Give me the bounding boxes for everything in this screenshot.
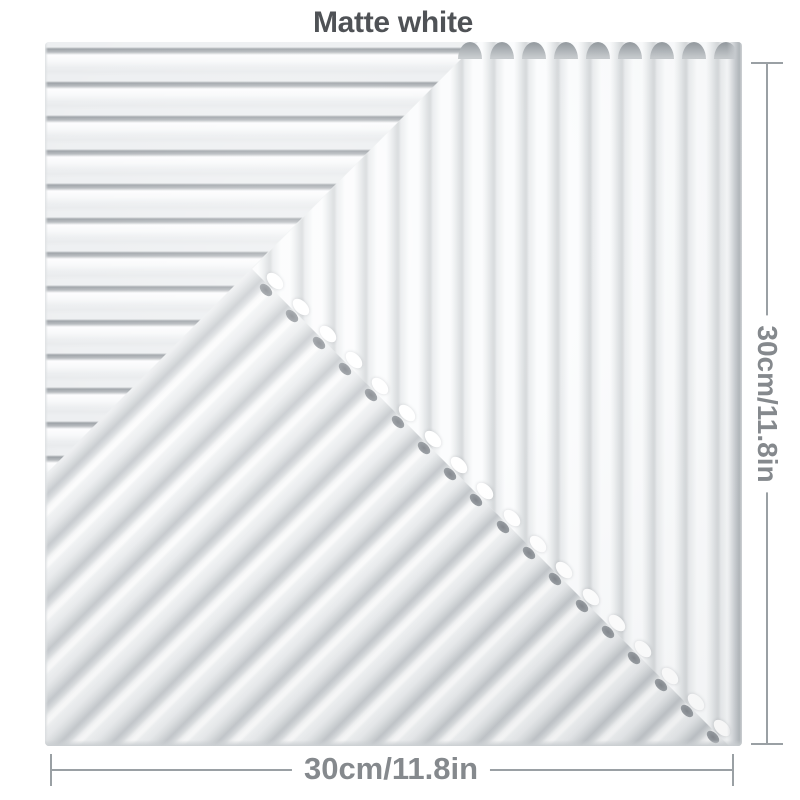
height-dimension-label: 30cm/11.8in — [750, 315, 784, 493]
vertical-rib-top-cap — [586, 42, 610, 59]
width-dimension-cap-right — [732, 754, 734, 786]
height-dimension-cap-top — [751, 62, 783, 64]
width-dimension-label: 30cm/11.8in — [291, 751, 491, 787]
vertical-rib-top-cap — [554, 42, 578, 59]
vertical-rib-top-caps — [45, 42, 742, 746]
product-title: Matte white — [312, 6, 474, 39]
vertical-rib-top-cap — [458, 42, 482, 59]
wall-panel-image — [45, 42, 742, 746]
panel-right-edge — [727, 42, 742, 746]
vertical-rib-top-cap — [650, 42, 674, 59]
diagonal-rib-end-dots — [45, 42, 742, 746]
panel-bottom-edge — [45, 740, 742, 746]
vertical-rib-top-cap — [490, 42, 514, 59]
panel-left-edge — [45, 42, 48, 746]
height-dimension-cap-bottom — [751, 743, 783, 745]
width-dimension-cap-left — [50, 754, 52, 786]
vertical-rib-top-cap — [618, 42, 642, 59]
vertical-rib-top-cap — [682, 42, 706, 59]
vertical-rib-top-cap — [522, 42, 546, 59]
